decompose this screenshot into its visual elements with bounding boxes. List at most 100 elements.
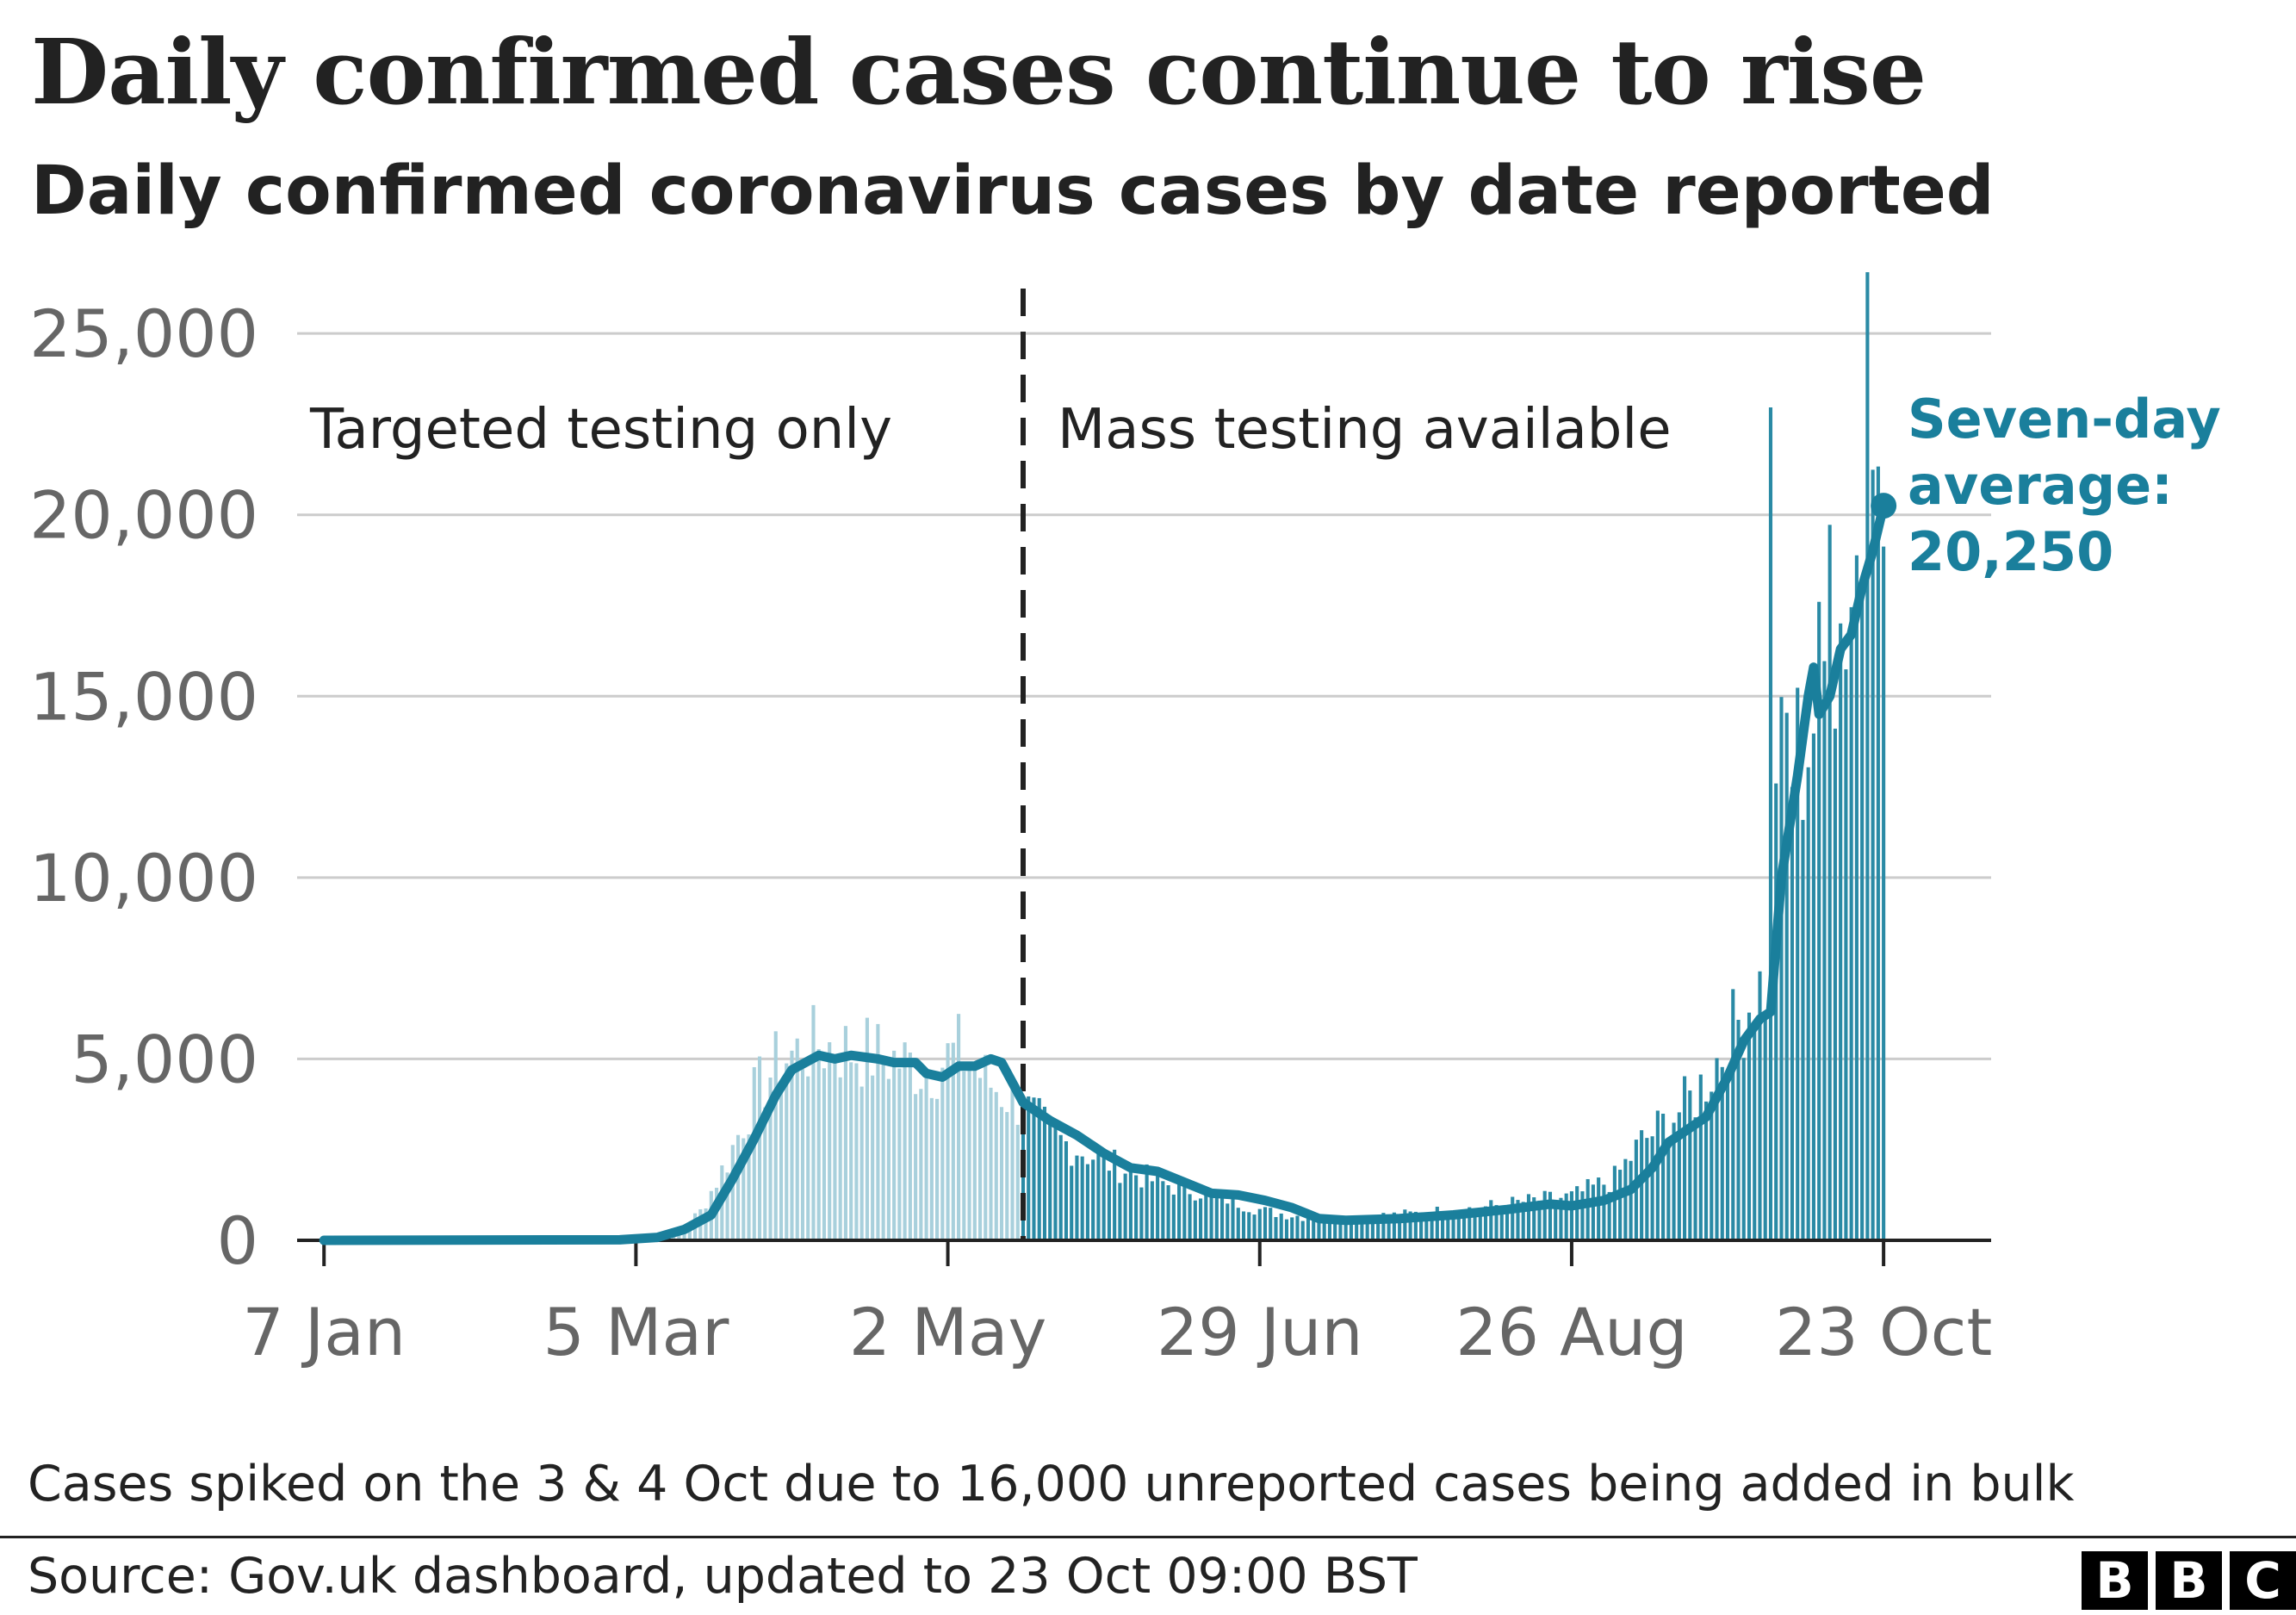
- daily-case-bar: [1833, 728, 1837, 1240]
- daily-case-bar: [1629, 1160, 1633, 1240]
- daily-case-bar: [735, 1134, 741, 1240]
- daily-case-bar: [1698, 1074, 1703, 1240]
- daily-case-bar: [1666, 1144, 1671, 1240]
- daily-case-bar: [843, 1026, 847, 1240]
- cases-chart: 0 5,000 10,000 15,000 20,000 25,000 7 Jan 5 Mar…: [29, 272, 2221, 1370]
- y-tick-label: 20,000: [29, 477, 258, 554]
- daily-case-bar: [897, 1068, 902, 1240]
- daily-case-bar: [1806, 767, 1810, 1240]
- daily-case-bar: [1156, 1172, 1160, 1240]
- daily-case-bar: [1796, 687, 1800, 1240]
- daily-case-bar: [908, 1053, 912, 1240]
- y-tick-label: 5,000: [71, 1021, 258, 1097]
- daily-case-bar: [1461, 1215, 1467, 1240]
- daily-case-bar: [1758, 971, 1762, 1240]
- daily-case-bar: [1042, 1106, 1047, 1240]
- daily-case-bar: [1010, 1084, 1015, 1240]
- daily-case-bar: [747, 1134, 751, 1240]
- daily-case-bar: [914, 1094, 918, 1240]
- daily-case-bar: [919, 1089, 923, 1240]
- daily-case-bar: [951, 1042, 955, 1240]
- bbc-logo-letter: C: [2230, 1551, 2296, 1610]
- y-tick-label: 0: [217, 1202, 258, 1279]
- daily-case-bar: [1145, 1164, 1149, 1240]
- daily-case-bar: [1441, 1216, 1445, 1240]
- daily-case-bar: [1392, 1212, 1396, 1240]
- daily-case-bar: [871, 1075, 875, 1240]
- daily-case-bar: [1532, 1197, 1536, 1240]
- daily-case-bar: [1623, 1158, 1628, 1240]
- daily-case-bar: [1226, 1203, 1230, 1240]
- daily-case-bar: [849, 1062, 853, 1240]
- daily-case-bar: [1327, 1221, 1331, 1240]
- daily-case-bar: [935, 1098, 940, 1240]
- y-tick-label: 25,000: [29, 295, 258, 372]
- daily-case-bar: [1736, 1020, 1741, 1240]
- x-tick-label: 29 Jun: [1157, 1294, 1363, 1370]
- daily-case-bar: [1128, 1168, 1132, 1240]
- daily-case-bar: [704, 1208, 708, 1240]
- daily-case-bar: [1768, 407, 1773, 1240]
- daily-case-bar: [1569, 1191, 1573, 1240]
- daily-case-bar: [1811, 733, 1815, 1240]
- daily-case-bar: [946, 1043, 950, 1240]
- daily-case-bar: [1113, 1149, 1117, 1240]
- daily-case-bar: [1703, 1101, 1709, 1240]
- daily-case-bar: [1360, 1221, 1364, 1240]
- daily-case-bar: [1645, 1138, 1649, 1240]
- daily-case-bar: [1290, 1217, 1294, 1240]
- daily-case-bar: [1032, 1097, 1036, 1240]
- daily-case-bar: [929, 1097, 934, 1240]
- daily-case-bar: [1882, 546, 1886, 1240]
- daily-case-bar: [1876, 466, 1880, 1240]
- bbc-logo: B B C: [2082, 1551, 2296, 1610]
- bbc-logo-letter: B: [2156, 1551, 2222, 1610]
- daily-case-bar: [1027, 1096, 1031, 1240]
- daily-case-bar: [1537, 1200, 1542, 1240]
- grid-lines: [297, 332, 1991, 1060]
- daily-case-bar: [1365, 1216, 1369, 1240]
- daily-case-bar: [1844, 669, 1848, 1240]
- daily-case-bar: [1865, 272, 1870, 1240]
- x-tick-label: 2 May: [849, 1294, 1047, 1370]
- daily-case-bar: [1854, 555, 1859, 1240]
- daily-case-bar: [1741, 1058, 1746, 1240]
- x-tick-label: 5 Mar: [543, 1294, 729, 1370]
- daily-case-bar: [1091, 1159, 1095, 1240]
- daily-case-bar: [994, 1091, 998, 1240]
- daily-case-bar: [1435, 1206, 1439, 1240]
- daily-case-bar: [1209, 1189, 1213, 1240]
- daily-case-bar: [1607, 1191, 1611, 1240]
- daily-case-bar: [1822, 661, 1827, 1240]
- daily-case-bar: [1521, 1202, 1525, 1240]
- daily-case-bar: [1085, 1164, 1089, 1240]
- daily-case-bar: [1526, 1194, 1531, 1240]
- daily-case-bar: [859, 1086, 864, 1240]
- daily-case-bar: [1612, 1165, 1617, 1240]
- daily-case-bar: [977, 1078, 983, 1240]
- average-label-line-1: Seven-day: [1908, 388, 2221, 450]
- daily-case-bar: [1779, 697, 1784, 1240]
- daily-case-bar: [1451, 1214, 1455, 1240]
- daily-case-bar: [1710, 1091, 1714, 1240]
- daily-case-bar: [1688, 1090, 1692, 1240]
- daily-bars: [596, 272, 1886, 1240]
- daily-case-bar: [1494, 1205, 1499, 1240]
- daily-case-bar: [1199, 1198, 1203, 1240]
- daily-case-bar: [768, 1078, 773, 1240]
- daily-case-bar: [1188, 1194, 1192, 1240]
- daily-case-bar: [967, 1067, 971, 1240]
- daily-case-bar: [999, 1107, 1004, 1240]
- daily-case-bar: [1338, 1222, 1343, 1240]
- daily-case-bar: [1408, 1211, 1412, 1240]
- daily-case-bar: [940, 1067, 945, 1240]
- average-endpoint-dot: [1871, 493, 1897, 519]
- daily-case-bar: [1333, 1221, 1337, 1240]
- daily-case-bar: [1784, 712, 1789, 1240]
- daily-case-bar: [1118, 1183, 1122, 1240]
- daily-case-bar: [742, 1138, 746, 1240]
- daily-case-bar: [785, 1063, 789, 1240]
- daily-case-bar: [1058, 1134, 1063, 1240]
- daily-case-bar: [1516, 1200, 1520, 1240]
- daily-case-bar: [1430, 1217, 1434, 1240]
